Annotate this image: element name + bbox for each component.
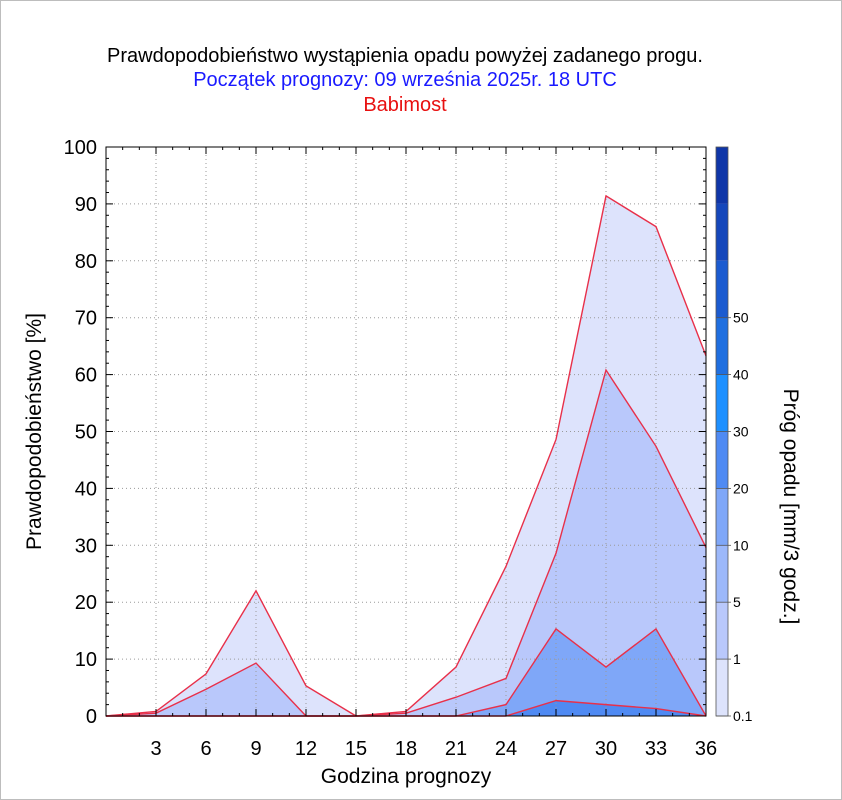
y-tick-label: 70	[75, 308, 97, 330]
x-tick-label: 6	[200, 738, 211, 760]
x-tick-label: 18	[395, 738, 417, 760]
colorbar-band-5	[716, 374, 728, 432]
grid-layer	[106, 147, 706, 716]
x-axis-label: Godzina prognozy	[321, 765, 492, 788]
x-tick-label: 9	[250, 738, 261, 760]
x-tick-label: 27	[545, 738, 567, 760]
colorbar-band-3	[716, 488, 728, 546]
colorbar-band-1	[716, 602, 728, 660]
x-tick-label: 21	[445, 738, 467, 760]
colorbar-tick-label: 50	[733, 310, 749, 326]
colorbar-label: Próg opadu [mm/3 godz.]	[779, 389, 802, 625]
colorbar-tick-label: 20	[733, 480, 749, 496]
colorbar-tick-label: 10	[733, 537, 749, 553]
colorbar-band-8	[716, 203, 728, 261]
x-tick-label: 12	[295, 738, 317, 760]
y-tick-label: 90	[75, 194, 97, 216]
colorbar-tick-label: 30	[733, 424, 749, 440]
chart-location: Babimost	[363, 94, 447, 116]
x-tick-label: 3	[150, 738, 161, 760]
y-axis-label: Prawdopodobieństwo [%]	[23, 313, 46, 550]
x-tick-label: 24	[495, 738, 517, 760]
colorbar-band-2	[716, 545, 728, 603]
y-tick-label: 0	[86, 706, 97, 728]
colorbar-band-6	[716, 317, 728, 375]
colorbar-tick-label: 40	[733, 367, 749, 383]
y-tick-label: 40	[75, 478, 97, 500]
x-tick-label: 30	[595, 738, 617, 760]
y-tick-label: 60	[75, 365, 97, 387]
chart-title: Prawdopodobieństwo wystąpienia opadu pow…	[107, 45, 703, 67]
y-tick-label: 20	[75, 592, 97, 614]
y-tick-label: 100	[64, 137, 97, 159]
colorbar-tick-label: 0.1	[733, 708, 753, 724]
colorbar: 0.1 1 5 10 20 30 40 50	[715, 146, 753, 724]
colorbar-band-4	[716, 431, 728, 489]
x-tick-label: 33	[645, 738, 667, 760]
x-tick-label: 15	[345, 738, 367, 760]
colorbar-band-7	[716, 260, 728, 318]
colorbar-band-0	[716, 659, 728, 716]
y-tick-label: 30	[75, 535, 97, 557]
x-tick-label: 36	[695, 738, 717, 760]
y-tick-label: 10	[75, 649, 97, 671]
area-series-2	[106, 628, 706, 716]
y-tick-label: 80	[75, 251, 97, 273]
colorbar-tick-label: 5	[733, 594, 741, 610]
chart-subtitle: Początek prognozy: 09 września 2025r. 18…	[193, 69, 617, 91]
colorbar-band-9	[716, 147, 728, 204]
y-tick-label: 50	[75, 422, 97, 444]
colorbar-tick-label: 1	[733, 651, 741, 667]
